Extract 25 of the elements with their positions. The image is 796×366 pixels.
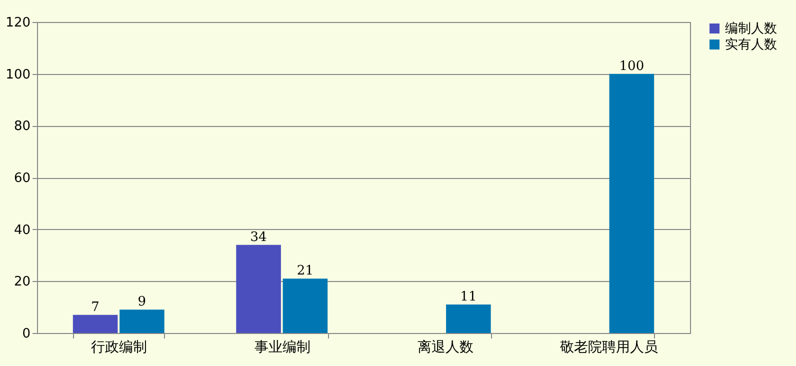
bar — [236, 244, 281, 333]
y-tick-label: 60 — [14, 171, 30, 186]
data-label: 9 — [138, 294, 146, 310]
y-tick-label: 40 — [14, 222, 30, 238]
x-tick-label: 行政编制 — [91, 340, 148, 356]
bar — [120, 310, 164, 333]
y-tick-label: 120 — [6, 16, 30, 30]
x-tick-label: 离退人数 — [418, 340, 474, 356]
bar — [609, 74, 654, 333]
x-tick-label: 事业编制 — [254, 340, 310, 356]
x-tick-label: 敬老院聘用人员 — [560, 340, 658, 356]
y-tick-label: 80 — [14, 119, 30, 134]
data-label: 21 — [296, 264, 314, 279]
y-tick-label: 20 — [14, 274, 30, 290]
legend-label: 编制人数 — [725, 22, 777, 36]
legend-label: 实有人数 — [725, 38, 777, 52]
data-label: 7 — [91, 300, 100, 315]
y-tick-label: 0 — [22, 326, 30, 342]
data-label: 34 — [250, 230, 267, 245]
data-label: 100 — [619, 58, 644, 74]
bar — [72, 314, 118, 333]
y-tick-label: 100 — [6, 67, 30, 82]
bar — [446, 304, 491, 333]
bar — [282, 278, 328, 333]
data-label: 11 — [460, 289, 477, 304]
